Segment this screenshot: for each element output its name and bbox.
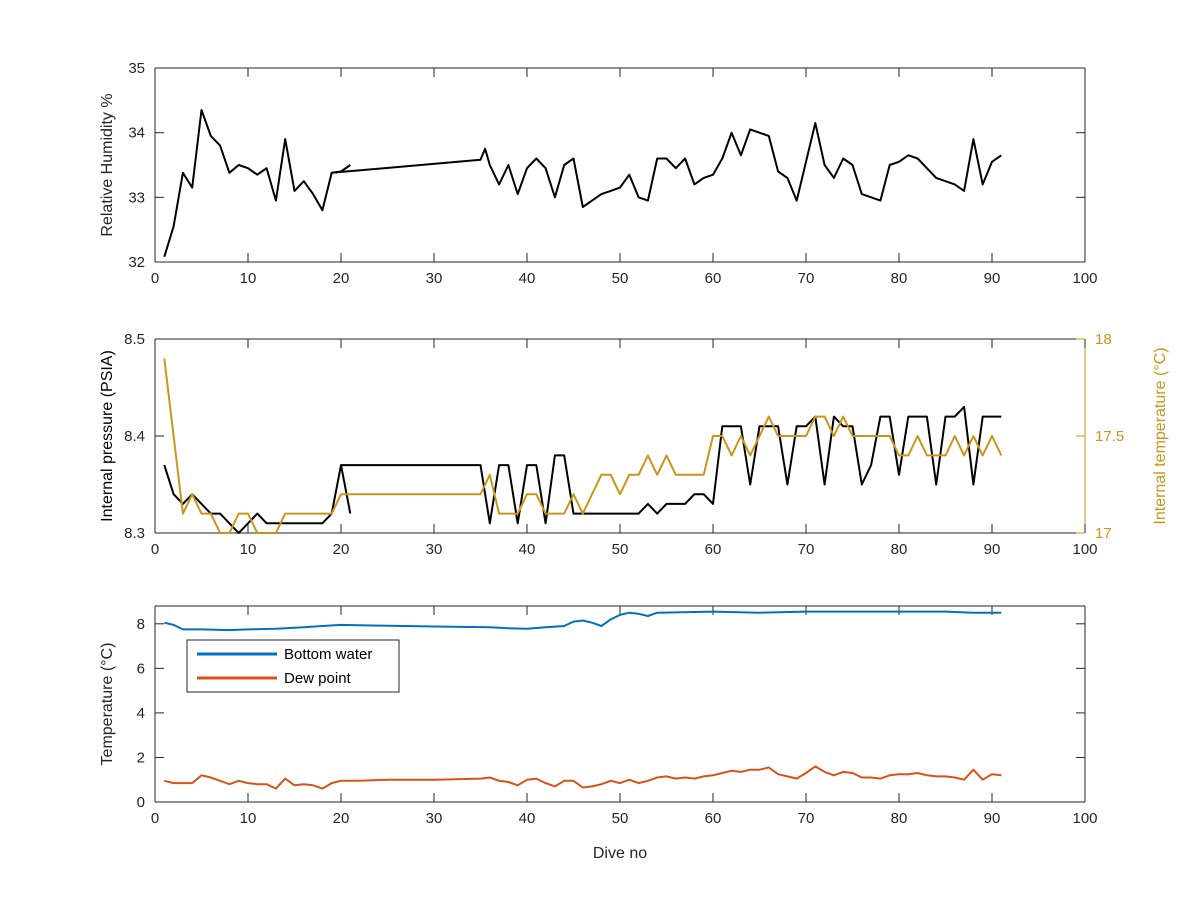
y-tick-label: 8.5 bbox=[124, 331, 145, 348]
x-tick-label: 10 bbox=[240, 270, 257, 287]
x-tick-label: 60 bbox=[705, 270, 722, 287]
y2-tick-label: 18 bbox=[1095, 331, 1112, 348]
x-tick-label: 70 bbox=[798, 810, 815, 827]
x-tick-label: 90 bbox=[984, 810, 1001, 827]
y-tick-label: 8 bbox=[137, 616, 145, 633]
x-axis-label: Dive no bbox=[593, 845, 647, 862]
y2-axis-label: Internal temperature (°C) bbox=[1152, 347, 1169, 524]
x-tick-label: 80 bbox=[891, 270, 908, 287]
y-tick-label: 0 bbox=[137, 794, 145, 811]
y-tick-label: 8.4 bbox=[124, 428, 145, 445]
legend-label: Bottom water bbox=[284, 646, 372, 663]
x-tick-label: 70 bbox=[798, 541, 815, 558]
y-tick-label: 33 bbox=[128, 189, 145, 206]
y-tick-label: 8.3 bbox=[124, 525, 145, 542]
y-tick-label: 4 bbox=[137, 705, 145, 722]
y-axis-label: Temperature (°C) bbox=[99, 643, 116, 766]
legend-label: Dew point bbox=[284, 670, 352, 687]
x-tick-label: 80 bbox=[891, 810, 908, 827]
x-tick-label: 0 bbox=[151, 541, 159, 558]
x-tick-label: 40 bbox=[519, 810, 536, 827]
x-tick-label: 100 bbox=[1072, 810, 1097, 827]
y-axis-label: Internal pressure (PSIA) bbox=[99, 350, 116, 522]
series-1-line-2 bbox=[331, 122, 1002, 208]
x-tick-label: 50 bbox=[612, 810, 629, 827]
x-tick-label: 10 bbox=[240, 541, 257, 558]
x-tick-label: 10 bbox=[240, 810, 257, 827]
y-tick-label: 32 bbox=[128, 254, 145, 271]
subplot-2: 0 10 20 30 40 50 60 70 80 90 100 8.3 8.4 8.5 17 17.5 18 I… bbox=[99, 331, 1169, 558]
x-tick-label: 30 bbox=[426, 541, 443, 558]
y-tick-label: 34 bbox=[128, 125, 145, 142]
x-tick-label: 30 bbox=[426, 270, 443, 287]
series-1-line-2 bbox=[341, 405, 1002, 525]
x-tick-label: 60 bbox=[705, 541, 722, 558]
series-1-line-1 bbox=[163, 109, 351, 258]
legend-box bbox=[186, 639, 400, 693]
y-tick-label: 2 bbox=[137, 749, 145, 766]
x-tick-label: 90 bbox=[984, 541, 1001, 558]
x-tick-label: 80 bbox=[891, 541, 908, 558]
x-tick-label: 100 bbox=[1072, 541, 1097, 558]
legend: Bottom water Dew point bbox=[186, 639, 400, 693]
x-tick-label: 0 bbox=[151, 810, 159, 827]
bottom-water-line-1 bbox=[164, 610, 1002, 632]
x-tick-label: 60 bbox=[705, 810, 722, 827]
x-tick-label: 70 bbox=[798, 270, 815, 287]
y-tick-label: 35 bbox=[128, 60, 145, 77]
y2-tick-label: 17 bbox=[1095, 525, 1112, 542]
subplot-1: 0 10 20 30 40 50 60 70 80 90 100 32 33 34 35 Relative H… bbox=[99, 60, 1098, 287]
x-tick-label: 20 bbox=[333, 541, 350, 558]
x-tick-label: 30 bbox=[426, 810, 443, 827]
x-tick-label: 40 bbox=[519, 270, 536, 287]
x-tick-label: 0 bbox=[151, 270, 159, 287]
x-tick-label: 90 bbox=[984, 270, 1001, 287]
y-tick-label: 6 bbox=[137, 660, 145, 677]
subplot-3: 0 10 20 30 40 50 60 70 80 90 100 0 2 4 6 8 Temperature (… bbox=[99, 605, 1098, 862]
x-tick-label: 50 bbox=[612, 541, 629, 558]
series-2-line-1 bbox=[163, 358, 1003, 534]
dew-point-line-1 bbox=[164, 765, 1002, 790]
x-tick-label: 20 bbox=[333, 270, 350, 287]
x-tick-label: 40 bbox=[519, 541, 536, 558]
x-tick-label: 20 bbox=[333, 810, 350, 827]
series-1-line-1 bbox=[163, 464, 352, 534]
x-tick-label: 100 bbox=[1072, 270, 1097, 287]
y-axis-label: Relative Humidity % bbox=[99, 93, 116, 236]
y2-tick-label: 17.5 bbox=[1095, 428, 1124, 445]
x-tick-label: 50 bbox=[612, 270, 629, 287]
